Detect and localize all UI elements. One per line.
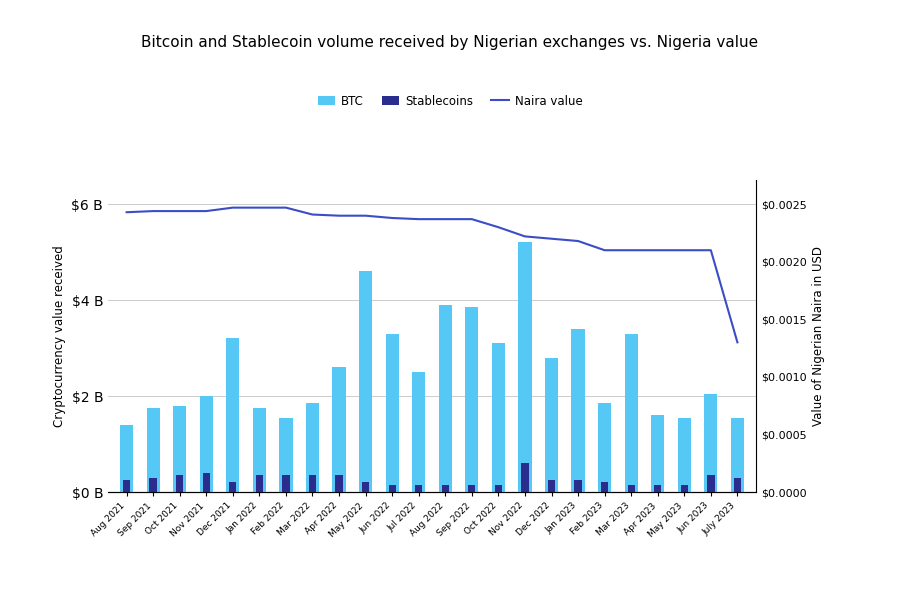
Bar: [362, 482, 369, 492]
Bar: [226, 338, 239, 492]
Bar: [173, 406, 186, 492]
Bar: [279, 418, 292, 492]
Bar: [734, 478, 741, 492]
Bar: [707, 475, 715, 492]
Bar: [306, 403, 319, 492]
Naira value: [148, 208, 158, 215]
Bar: [544, 358, 558, 492]
Naira value: [201, 208, 212, 215]
Bar: [256, 475, 263, 492]
Naira value: [122, 209, 132, 216]
Naira value: [334, 212, 345, 219]
Naira value: [679, 247, 689, 254]
Naira value: [307, 211, 318, 218]
Naira value: [228, 204, 238, 211]
Bar: [385, 334, 399, 492]
Bar: [518, 242, 532, 492]
Naira value: [732, 339, 742, 346]
Naira value: [572, 238, 583, 245]
Bar: [625, 334, 638, 492]
Naira value: [493, 224, 504, 231]
Bar: [359, 271, 373, 492]
Legend: BTC, Stablecoins, Naira value: BTC, Stablecoins, Naira value: [313, 90, 587, 112]
Naira value: [254, 204, 265, 211]
Bar: [332, 367, 346, 492]
Bar: [283, 475, 290, 492]
Bar: [253, 408, 266, 492]
Bar: [415, 485, 422, 492]
Bar: [654, 485, 662, 492]
Bar: [230, 482, 237, 492]
Bar: [731, 418, 744, 492]
Bar: [572, 329, 585, 492]
Naira value: [706, 247, 716, 254]
Naira value: [519, 233, 530, 240]
Bar: [574, 480, 581, 492]
Bar: [465, 307, 479, 492]
Naira value: [281, 204, 292, 211]
Bar: [123, 480, 130, 492]
Bar: [147, 408, 160, 492]
Bar: [438, 305, 452, 492]
Text: Bitcoin and Stablecoin volume received by Nigerian exchanges vs. Nigeria value: Bitcoin and Stablecoin volume received b…: [141, 34, 759, 49]
Bar: [627, 485, 634, 492]
Y-axis label: Cryptocurrency value received: Cryptocurrency value received: [53, 245, 66, 427]
Bar: [200, 396, 213, 492]
Bar: [176, 475, 184, 492]
Bar: [598, 403, 611, 492]
Bar: [491, 343, 505, 492]
Naira value: [440, 215, 451, 223]
Bar: [468, 485, 475, 492]
Bar: [521, 463, 528, 492]
Bar: [149, 478, 157, 492]
Bar: [601, 482, 608, 492]
Bar: [442, 485, 449, 492]
Y-axis label: Value of Nigerian Naira in USD: Value of Nigerian Naira in USD: [812, 246, 825, 426]
Naira value: [626, 247, 636, 254]
Bar: [678, 418, 691, 492]
Bar: [336, 475, 343, 492]
Naira value: [652, 247, 663, 254]
Bar: [548, 480, 555, 492]
Bar: [651, 415, 664, 492]
Naira value: [175, 208, 185, 215]
Line: Naira value: Naira value: [127, 208, 737, 343]
Bar: [202, 473, 210, 492]
Bar: [120, 425, 133, 492]
Naira value: [387, 214, 398, 221]
Naira value: [360, 212, 371, 219]
Bar: [680, 485, 688, 492]
Bar: [412, 372, 426, 492]
Naira value: [413, 215, 424, 223]
Naira value: [546, 235, 557, 242]
Bar: [495, 485, 502, 492]
Bar: [704, 394, 717, 492]
Bar: [389, 485, 396, 492]
Naira value: [466, 215, 477, 223]
Bar: [309, 475, 316, 492]
Naira value: [599, 247, 610, 254]
